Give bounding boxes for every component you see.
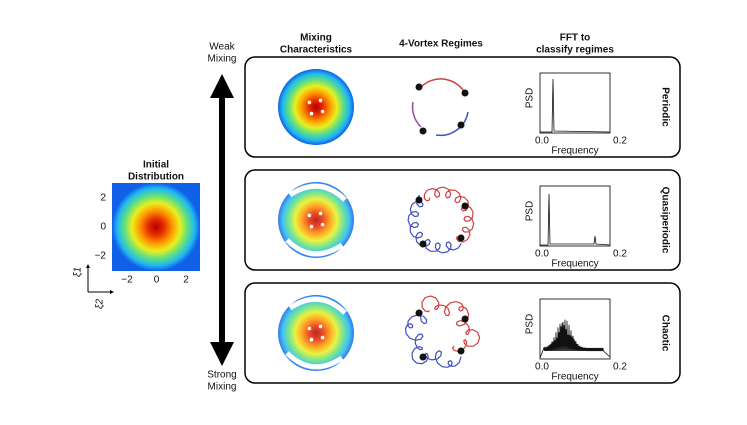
fft-spectrum — [540, 193, 611, 246]
vortex — [419, 353, 427, 361]
fft-frame — [539, 298, 611, 360]
vortex-trajectory — [407, 194, 462, 254]
fft-xlabel: Frequency — [551, 259, 598, 270]
initial-title: Initial — [143, 160, 169, 171]
mixing-vortex — [307, 213, 312, 218]
vortex-trajectory — [411, 101, 422, 128]
row-label: Periodic — [659, 87, 670, 127]
row-box — [244, 169, 681, 271]
fft-tick-label: 0.2 — [613, 249, 627, 260]
y-tick-label: 2 — [100, 193, 106, 204]
row-label: Quasiperiodic — [659, 187, 670, 254]
fft-ylabel: PSD — [525, 88, 536, 109]
arrow-label: Mixing — [208, 382, 237, 393]
mixing-swirl — [285, 183, 347, 257]
vortex — [457, 347, 465, 355]
column-header: Characteristics — [280, 45, 353, 56]
fft-frame — [539, 72, 611, 134]
fft-tick-label: 0.0 — [535, 249, 549, 260]
fft-tick-label: 0.2 — [613, 362, 627, 373]
vortex — [415, 196, 423, 204]
mixing-vortex — [318, 98, 323, 103]
arrow-label: Strong — [207, 370, 236, 381]
vortex-trajectory — [435, 111, 469, 137]
mixing-vortex — [309, 111, 314, 116]
initial-heatmap — [112, 183, 200, 271]
mixing-vortex — [307, 326, 312, 331]
row-label: Chaotic — [659, 315, 670, 352]
axis-label: ξ2 — [95, 299, 106, 309]
fft-spectrum — [539, 319, 611, 359]
vortex — [415, 83, 423, 91]
arrow-label: Mixing — [208, 54, 237, 65]
mixing-vortex — [318, 211, 323, 216]
vortex-trajectory — [421, 295, 481, 353]
fft-spectrum — [540, 78, 611, 133]
column-header: FFT to — [560, 33, 591, 44]
mixing-vortex — [318, 324, 323, 329]
mixing-pattern — [278, 182, 354, 258]
vortex — [419, 127, 427, 135]
fft-ylabel: PSD — [525, 201, 536, 222]
initial-title: Distribution — [128, 172, 184, 183]
mixing-vortex — [307, 100, 312, 105]
mixing-swirl — [285, 296, 347, 370]
y-tick-label: 0 — [100, 222, 106, 233]
x-tick-label: 2 — [183, 275, 189, 286]
vortex — [419, 240, 427, 248]
fft-xlabel: Frequency — [551, 372, 598, 383]
vortex-trajectory — [420, 78, 467, 96]
fft-tick-label: 0.0 — [535, 362, 549, 373]
mixing-pattern — [278, 295, 354, 371]
x-tick-label: 0 — [154, 275, 160, 286]
mixing-vortex — [320, 335, 325, 340]
mixing-vortex — [309, 224, 314, 229]
vortex-trajectory — [404, 311, 462, 368]
vortex — [457, 234, 465, 242]
vortex — [461, 89, 469, 97]
axis-label: ξ1 — [73, 267, 84, 277]
fft-ylabel: PSD — [525, 314, 536, 335]
column-header: 4-Vortex Regimes — [399, 39, 483, 50]
mixing-pattern — [278, 69, 354, 145]
mixing-vortex — [320, 109, 325, 114]
row-box — [244, 56, 681, 158]
column-header: classify regimes — [536, 45, 614, 56]
column-header: Mixing — [300, 33, 332, 44]
fft-tick-label: 0.0 — [535, 136, 549, 147]
vortex — [461, 202, 469, 210]
fft-tick-label: 0.2 — [613, 136, 627, 147]
vortex-trajectory — [423, 186, 475, 243]
arrow-label: Weak — [209, 42, 235, 53]
vortex — [415, 309, 423, 317]
row-box — [244, 282, 681, 384]
vortex — [461, 315, 469, 323]
y-tick-label: −2 — [95, 251, 107, 262]
x-tick-label: −2 — [121, 275, 133, 286]
mixing-vortex — [320, 222, 325, 227]
mixing-vortex — [309, 337, 314, 342]
fft-frame — [539, 185, 611, 247]
fft-xlabel: Frequency — [551, 146, 598, 157]
vortex — [457, 121, 465, 129]
